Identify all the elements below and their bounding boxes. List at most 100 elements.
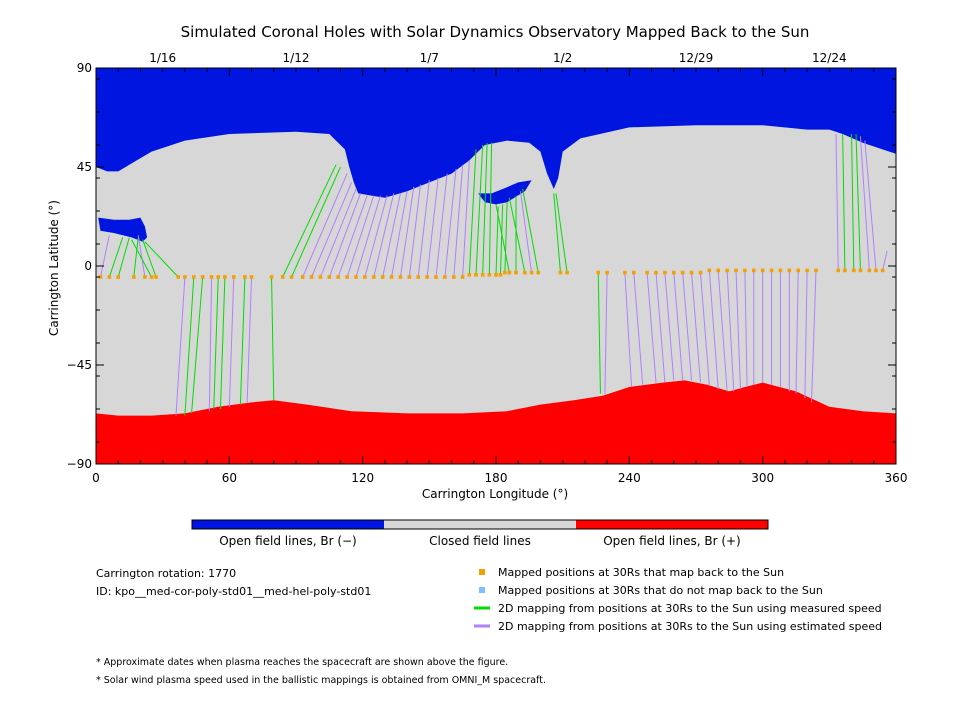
mapped-position-53	[596, 270, 601, 275]
mapped-position-19	[289, 275, 294, 279]
mapped-position-49	[529, 270, 534, 275]
mapping-line-60	[673, 272, 684, 381]
mapping-line-46	[495, 204, 510, 273]
mapping-line-63	[699, 272, 710, 385]
mapped-position-21	[309, 275, 314, 279]
mapping-line-3	[133, 237, 139, 278]
x-tick-label-4: 240	[618, 471, 641, 485]
mapping-line-62	[691, 272, 701, 383]
mapping-line-16	[246, 276, 253, 403]
top-date-label-4: 12/29	[679, 51, 714, 65]
mapping-line-0	[99, 235, 110, 278]
colorbar-label-1: Closed field lines	[429, 534, 531, 548]
mapped-position-35	[434, 275, 438, 279]
mapping-line-43	[495, 206, 499, 275]
axes: 0 60 120 180 240 300 360 90 45 0 −45 −90	[67, 61, 908, 485]
mapped-position-48	[523, 270, 527, 275]
top-date-labels: 1/16 1/12 1/7 1/2 12/29 12/24	[149, 51, 846, 65]
mapping-lines	[99, 133, 888, 416]
colorbar-segment-1	[384, 520, 576, 529]
mapping-line-23	[328, 193, 361, 278]
mapping-line-28	[373, 193, 395, 278]
mapped-position-44	[498, 273, 503, 277]
legend-label-3: 2D mapping from positions at 30Rs to the…	[498, 620, 882, 633]
mapping-line-67	[735, 270, 741, 390]
mapped-position-39	[467, 273, 472, 277]
mapped-position-59	[663, 270, 667, 275]
negative-open-island-0	[98, 217, 148, 242]
mapped-position-62	[689, 270, 694, 275]
y-axis-label: Carrington Latitude (°)	[47, 200, 61, 336]
mapped-position-16	[249, 275, 254, 279]
mapped-position-4	[143, 275, 147, 279]
mapped-position-30	[389, 275, 394, 279]
top-date-label-1: 1/12	[283, 51, 310, 65]
top-date-label-3: 1/2	[553, 51, 572, 65]
mapping-line-21	[311, 182, 353, 278]
colorbar-label-0: Open field lines, Br (−)	[219, 534, 357, 548]
mapping-line-48	[508, 197, 526, 273]
legend-label-2: 2D mapping from positions at 30Rs to the…	[498, 602, 882, 615]
mapping-line-6	[142, 239, 157, 278]
mapped-position-25	[345, 275, 349, 279]
mapping-line-32	[408, 184, 421, 278]
mapped-position-69	[751, 268, 756, 273]
colorbar-frame	[191, 519, 769, 530]
mapping-line-13	[219, 276, 226, 410]
mapped-position-56	[631, 270, 636, 275]
mapping-line-57	[646, 272, 657, 383]
mapped-position-78	[843, 268, 847, 273]
mapping-line-4	[137, 235, 146, 278]
mapped-position-18	[280, 275, 285, 279]
mapped-position-65	[716, 268, 721, 273]
mapping-line-78	[842, 133, 846, 271]
footnote-1: * Solar wind plasma speed used in the ba…	[96, 675, 546, 686]
mapping-line-30	[391, 191, 408, 278]
mapped-position-68	[743, 268, 747, 273]
legend-marker-1	[479, 587, 485, 593]
field-line-colorbar: Open field lines, Br (−) Closed field lin…	[191, 519, 769, 548]
mapping-line-1	[108, 237, 124, 278]
legend-marker-0	[479, 569, 485, 575]
mapped-position-1	[107, 275, 112, 279]
x-tick-label-1: 60	[222, 471, 237, 485]
mapped-position-42	[487, 273, 492, 277]
mapped-position-24	[336, 275, 341, 279]
x-tick-label-5: 300	[751, 471, 774, 485]
mapping-line-77	[835, 133, 839, 271]
mapping-line-61	[682, 272, 693, 381]
x-tick-label-0: 0	[92, 471, 100, 485]
mapping-line-5	[131, 239, 152, 278]
mapping-line-27	[364, 195, 388, 278]
mapping-line-7	[144, 241, 179, 278]
x-axis-label: Carrington Longitude (°)	[422, 487, 568, 501]
plot-area	[96, 68, 896, 464]
mapped-position-66	[725, 268, 729, 273]
mapped-position-7	[176, 275, 181, 279]
mapping-line-64	[708, 270, 719, 390]
mapped-position-markers	[98, 268, 885, 279]
mapped-position-6	[154, 275, 158, 279]
mapped-position-72	[778, 268, 783, 273]
mapping-line-31	[399, 186, 415, 278]
mapped-position-3	[131, 275, 136, 279]
model-id-text: ID: kpo__med-cor-poly-std01__med-hel-pol…	[96, 585, 371, 598]
mapped-position-32	[407, 275, 412, 279]
mapped-position-77	[836, 268, 841, 273]
mapped-position-11	[209, 275, 214, 279]
north-open-field-region	[96, 68, 896, 198]
mapped-position-64	[707, 268, 712, 273]
mapped-position-2	[116, 275, 121, 279]
mapping-line-25	[346, 195, 375, 278]
mapping-line-2	[117, 237, 130, 278]
chart-title: Simulated Coronal Holes with Solar Dynam…	[181, 23, 810, 41]
mapping-line-36	[444, 169, 457, 278]
mapped-position-8	[183, 275, 187, 279]
mapping-line-74	[795, 270, 799, 394]
mapped-position-50	[536, 270, 541, 275]
mapping-line-41	[482, 142, 488, 275]
mapping-line-52	[555, 193, 568, 273]
mapping-line-83	[882, 250, 888, 271]
top-date-label-5: 12/24	[812, 51, 847, 65]
